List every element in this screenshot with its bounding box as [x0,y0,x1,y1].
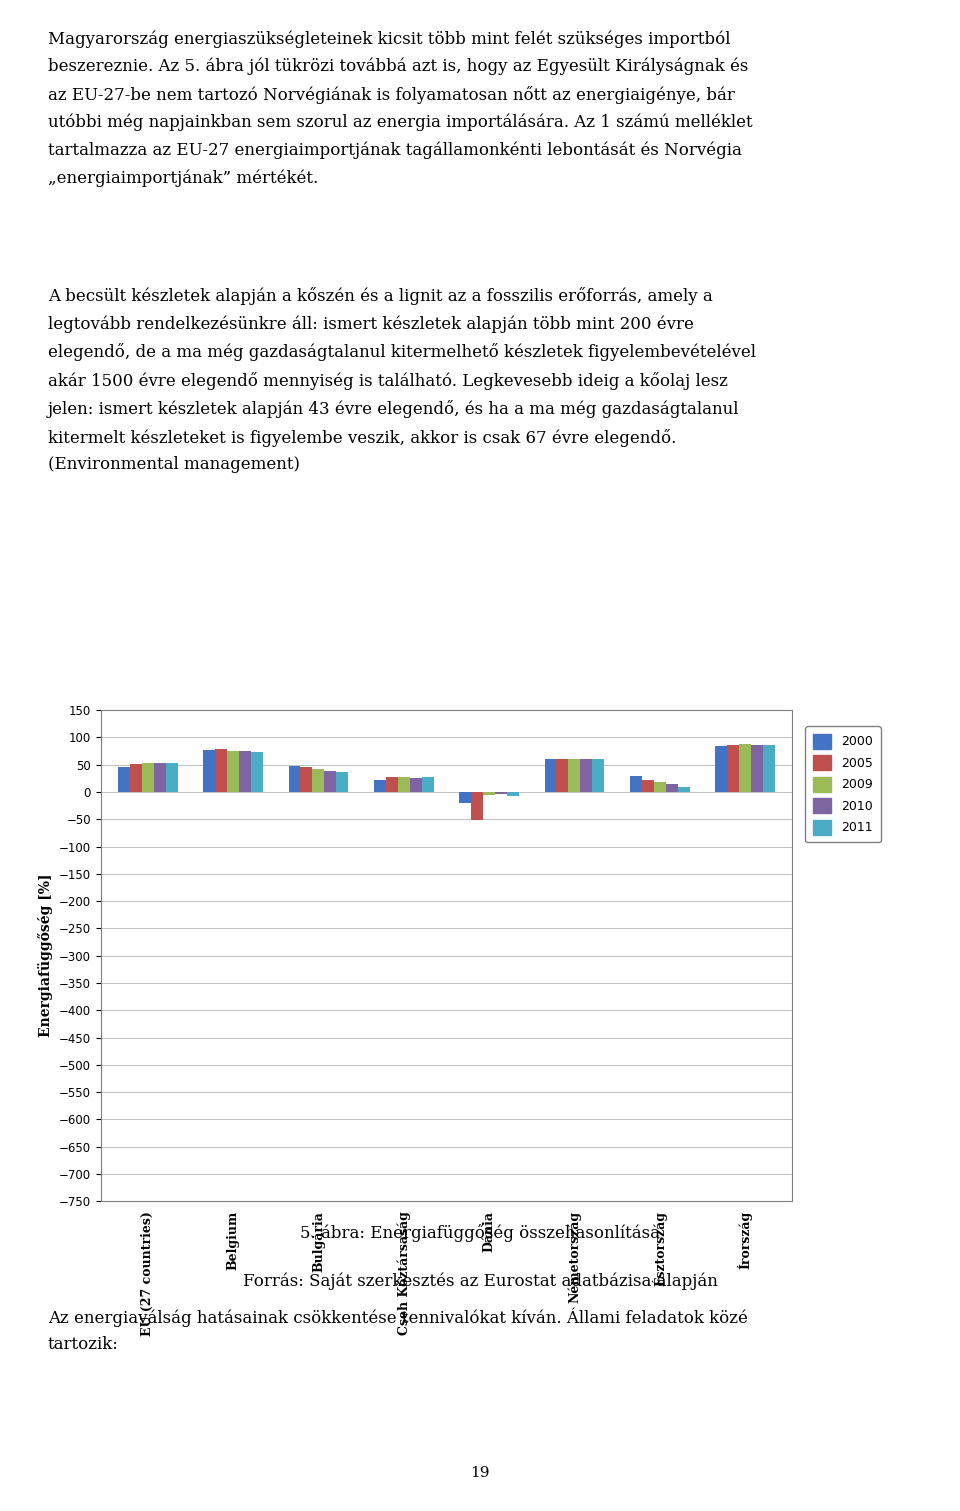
Bar [654,783,665,792]
Bar [386,777,397,792]
Bar [568,759,581,792]
Bar [118,768,130,792]
Bar [421,777,434,792]
Bar [751,745,763,792]
Bar [289,766,300,792]
Bar [727,745,739,792]
Text: 5. ábra: Energiafüggőség összehasonlítása: 5. ábra: Energiafüggőség összehasonlítás… [300,1224,660,1242]
Text: 19: 19 [470,1466,490,1481]
Text: Az energiaválság hatásainak csökkentése tennivalókat kíván. Állami feladatok köz: Az energiaválság hatásainak csökkentése … [48,1307,748,1354]
Bar [336,772,348,792]
Bar [642,780,654,792]
Bar [592,759,604,792]
Text: Magyarország energiaszükségleteinek kicsit több mint felét szükséges importból
b: Magyarország energiaszükségleteinek kics… [48,30,753,187]
Bar [312,769,324,792]
Legend: 2000, 2005, 2009, 2010, 2011: 2000, 2005, 2009, 2010, 2011 [805,727,880,843]
Bar [204,749,215,792]
Bar [397,777,410,792]
Bar [630,775,642,792]
Bar [665,784,678,792]
Bar [154,763,166,792]
Bar [739,743,751,792]
Bar [166,763,178,792]
Bar [239,751,251,792]
Bar [373,780,386,792]
Bar [507,792,519,796]
Bar [410,778,421,792]
Bar [228,751,239,792]
Bar [715,746,727,792]
Bar [251,752,263,792]
Bar [215,749,228,792]
Bar [557,759,568,792]
Bar [483,792,495,795]
Bar [763,745,775,792]
Bar [142,763,154,792]
Text: A becsült készletek alapján a kőszén és a lignit az a fosszilis erőforrás, amely: A becsült készletek alapján a kőszén és … [48,287,756,473]
Text: Forrás: Saját szerkesztés az Eurostat adatbázisa alapján: Forrás: Saját szerkesztés az Eurostat ad… [243,1272,717,1290]
Bar [678,787,689,792]
Bar [300,768,312,792]
Bar [544,759,557,792]
Bar [581,759,592,792]
Bar [130,763,142,792]
Bar [495,792,507,795]
Y-axis label: Energiafüggőség [%]: Energiafüggőség [%] [38,873,54,1038]
Bar [471,792,483,820]
Bar [459,792,471,802]
Bar [324,771,336,792]
